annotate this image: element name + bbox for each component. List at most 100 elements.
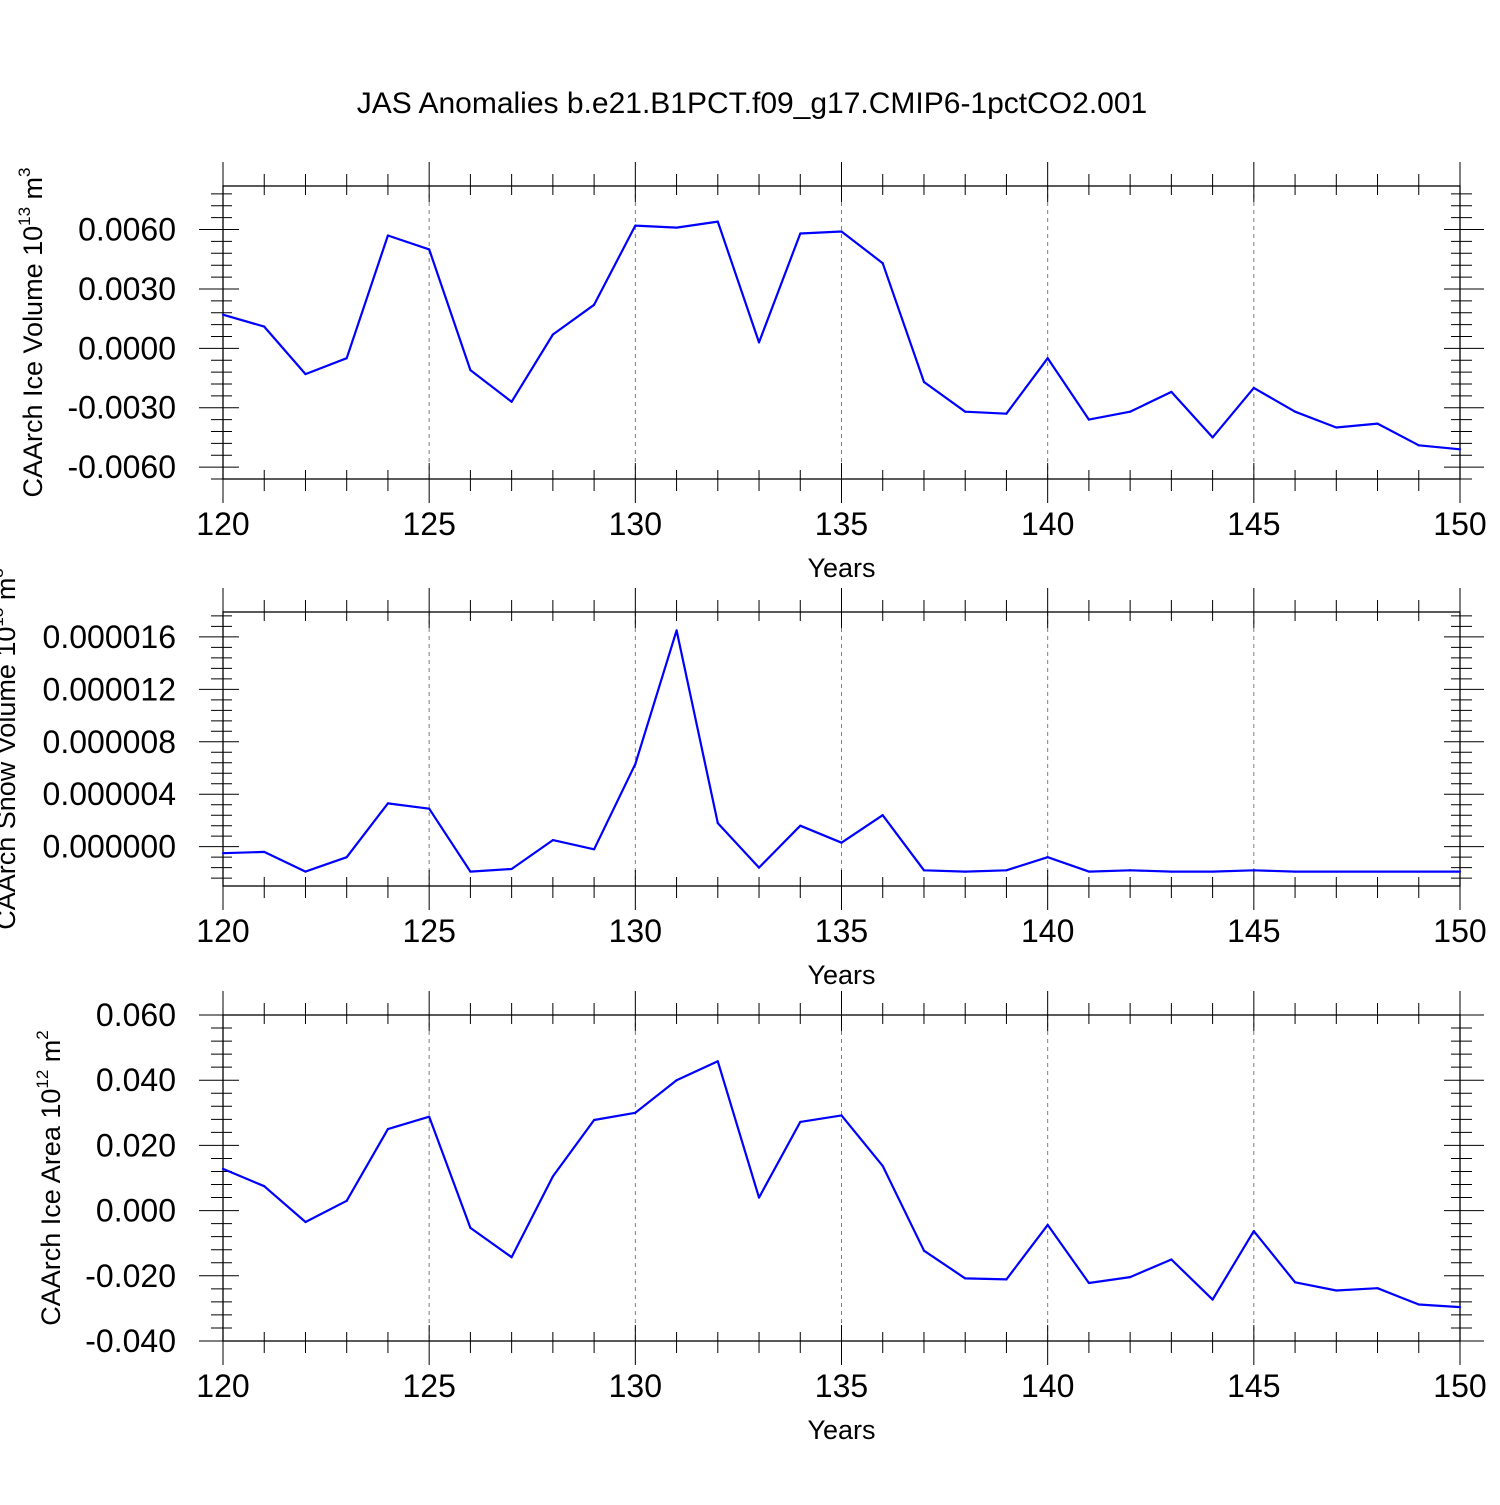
x-tick-label: 120 <box>196 506 249 542</box>
data-point <box>345 1199 348 1202</box>
data-point <box>634 762 637 766</box>
y-axis-label-superscript: 13 <box>15 207 34 226</box>
data-point <box>675 1079 678 1082</box>
data-point <box>386 802 390 805</box>
x-tick-label: 145 <box>1227 1368 1280 1404</box>
data-point <box>469 1226 472 1229</box>
y-axis-label-part: m <box>36 1040 66 1070</box>
data-point <box>881 262 884 265</box>
data-point <box>1376 870 1379 873</box>
data-point <box>263 325 266 328</box>
y-tick-label: -0.0060 <box>67 449 176 485</box>
data-point <box>304 372 307 376</box>
data-point <box>675 629 678 632</box>
data-point <box>386 1128 390 1131</box>
y-tick-label: 0.0060 <box>78 212 176 248</box>
data-point <box>469 369 472 372</box>
data-point <box>1458 870 1462 873</box>
data-point <box>304 870 307 873</box>
y-axis-label-superscript: 13 <box>0 608 7 627</box>
x-tick-label: 125 <box>402 1368 455 1404</box>
data-point <box>1458 1305 1462 1309</box>
y-axis-label-superscript: 12 <box>33 1070 52 1089</box>
data-point <box>304 1220 307 1224</box>
data-point <box>964 410 967 413</box>
y-axis-label: CAArch Snow Volume 1013 m3 <box>0 568 21 930</box>
data-point <box>428 1115 431 1118</box>
data-point <box>1417 870 1420 873</box>
data-point <box>1211 436 1214 439</box>
panel-1: 120 125 130 135 140 145 150 Years -0.0060 -0.0030… <box>15 162 1487 583</box>
data-point <box>757 1196 761 1199</box>
data-point <box>1293 1281 1297 1284</box>
data-point <box>716 1060 719 1063</box>
panel-2: 120 125 130 135 140 145 150 Years 0.000000 0.0000… <box>0 568 1487 990</box>
data-point <box>1005 412 1008 415</box>
y-tick-label: 0.000012 <box>43 671 176 707</box>
x-tick-label: 140 <box>1021 1368 1074 1404</box>
data-point <box>1417 444 1420 447</box>
data-point <box>1046 856 1049 859</box>
data-point <box>221 313 225 316</box>
data-point <box>1458 448 1462 451</box>
data-point <box>922 1249 926 1252</box>
y-tick-label: 0.0000 <box>78 330 176 366</box>
y-tick-label: 0.040 <box>96 1062 176 1098</box>
data-point <box>263 850 266 854</box>
y-axis-label-superscript: 3 <box>0 568 7 577</box>
x-tick-label: 140 <box>1021 913 1074 949</box>
data-point <box>551 1175 554 1178</box>
data-point <box>551 839 554 842</box>
data-point <box>221 852 225 855</box>
data-point <box>1005 869 1008 872</box>
y-axis-label-part: CAArch Ice Area 10 <box>36 1089 66 1326</box>
data-point <box>1252 386 1255 390</box>
data-point <box>263 1185 266 1188</box>
data-point <box>221 1167 225 1170</box>
data-point <box>1046 357 1049 360</box>
x-tick-label: 130 <box>609 506 662 542</box>
data-point <box>1170 1258 1173 1261</box>
data-point <box>469 870 472 873</box>
data-point <box>840 841 843 844</box>
data-point <box>922 380 926 384</box>
data-point <box>840 230 843 233</box>
data-point <box>799 1120 802 1124</box>
y-tick-label: 0.000000 <box>43 829 176 865</box>
data-point <box>1417 1303 1420 1306</box>
data-point <box>1376 422 1379 425</box>
y-axis-label-superscript: 3 <box>15 167 34 176</box>
data-point <box>1129 1276 1132 1279</box>
data-point <box>1335 426 1338 429</box>
x-tick-label: 120 <box>196 1368 249 1404</box>
data-point <box>922 869 926 872</box>
y-axis-label-part: CAArch Snow Volume 10 <box>0 627 21 930</box>
y-tick-label: -0.020 <box>85 1258 176 1294</box>
panel-3: 120 125 130 135 140 145 150 Years -0.040 -0.020 0.… <box>33 991 1487 1445</box>
data-point <box>634 1111 637 1114</box>
data-point <box>345 357 348 360</box>
x-tick-label: 150 <box>1433 1368 1486 1404</box>
y-tick-label: 0.000016 <box>43 619 176 655</box>
data-point <box>881 1164 884 1168</box>
data-point <box>799 824 802 827</box>
data-point <box>1293 870 1297 873</box>
data-point <box>757 866 761 869</box>
x-tick-label: 140 <box>1021 506 1074 542</box>
data-point <box>1129 869 1132 872</box>
x-axis-label: Years <box>807 553 875 583</box>
data-point <box>1376 1287 1379 1290</box>
data-point <box>510 1256 513 1259</box>
data-point <box>510 867 513 871</box>
data-point <box>1087 418 1090 421</box>
data-point <box>716 220 719 223</box>
x-tick-label: 145 <box>1227 506 1280 542</box>
data-point <box>840 1114 843 1117</box>
data-point <box>593 848 596 851</box>
data-point <box>551 333 554 336</box>
data-point <box>881 814 884 817</box>
data-point <box>1129 410 1132 413</box>
x-tick-label: 125 <box>402 506 455 542</box>
data-point <box>386 234 390 237</box>
